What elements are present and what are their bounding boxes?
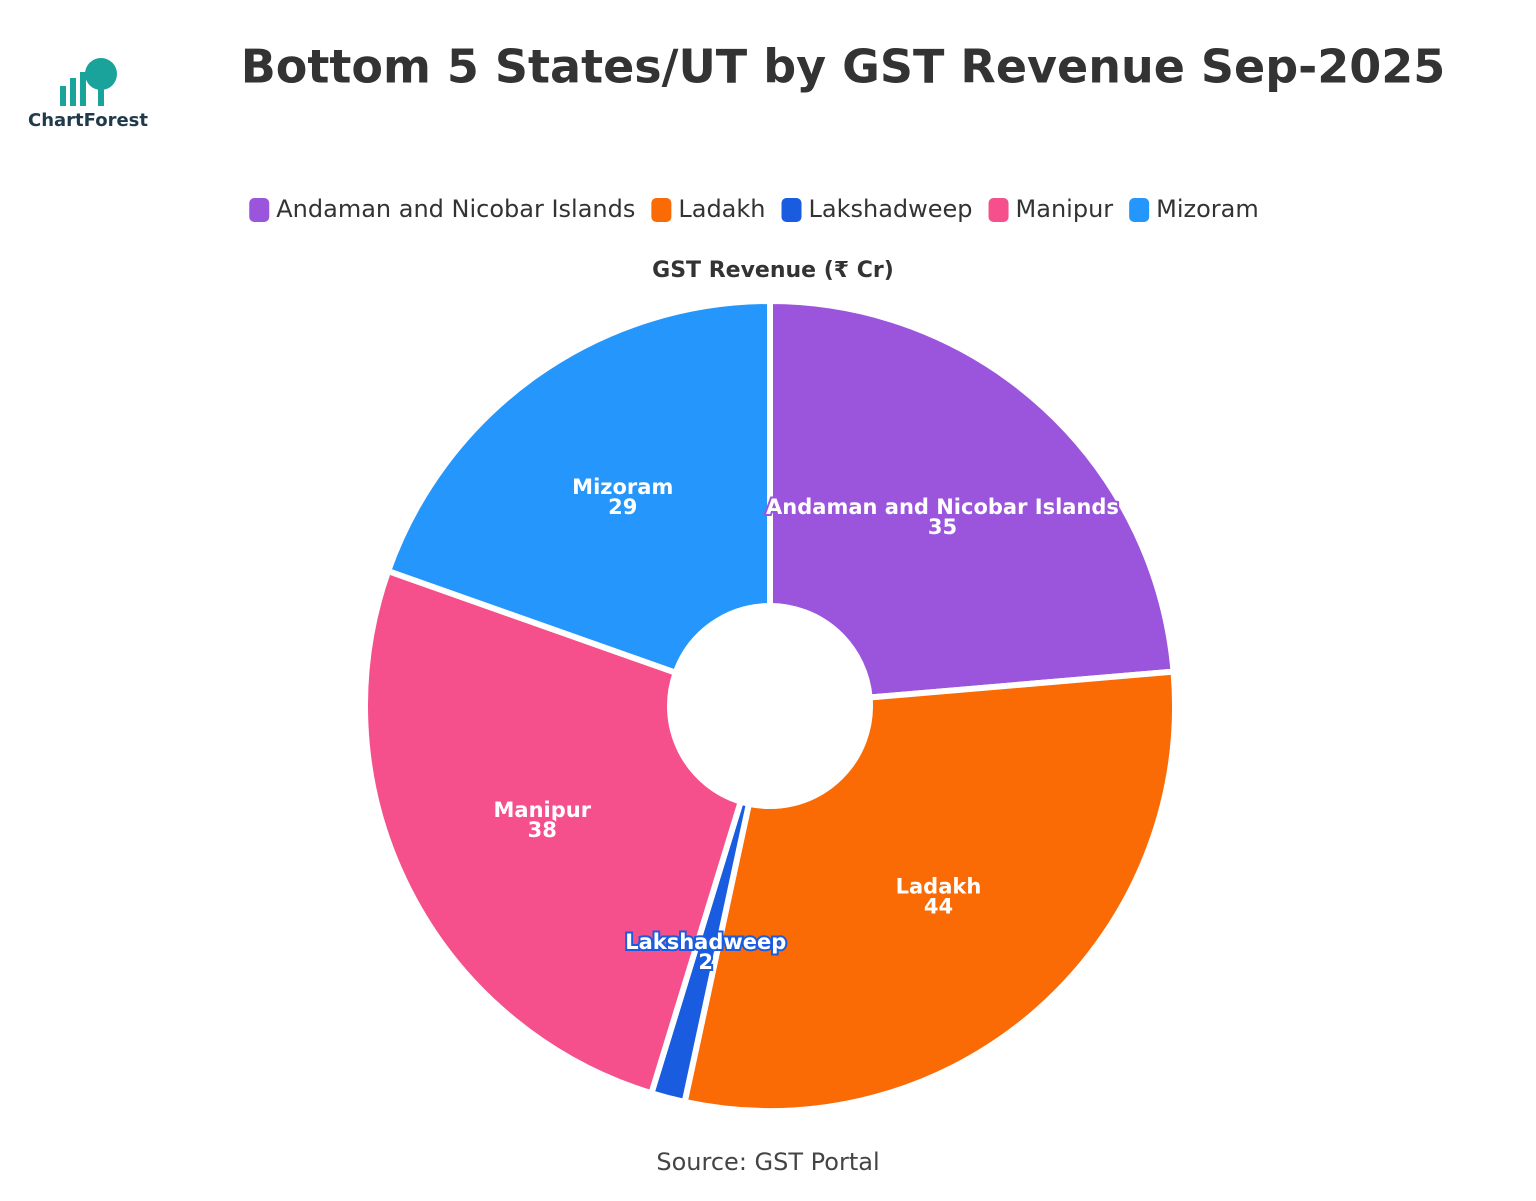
- legend-label: Manipur: [1016, 195, 1114, 223]
- data-label-value: 35: [928, 515, 957, 539]
- logo-bar: [70, 78, 76, 106]
- logo-bar: [80, 72, 86, 106]
- slice: [362, 568, 744, 1097]
- data-label-value: 29: [608, 495, 637, 519]
- legend-label: Mizoram: [1156, 195, 1259, 223]
- legend-item: Lakshadweep: [781, 195, 973, 223]
- data-label-name: Andaman and Nicobar Islands: [766, 495, 1119, 519]
- data-label-name: Ladakh: [896, 874, 982, 898]
- logo-trunk: [98, 82, 104, 106]
- legend-swatch: [1129, 198, 1150, 222]
- legend-item: Andaman and Nicobar Islands: [249, 195, 635, 223]
- legend-label: Lakshadweep: [809, 195, 973, 223]
- legend-label: Ladakh: [678, 195, 765, 223]
- legend-swatch: [651, 198, 672, 222]
- logo-tree: [85, 58, 117, 90]
- legend-swatch: [988, 198, 1009, 222]
- data-label-value: 44: [924, 894, 953, 918]
- legend-item: Mizoram: [1129, 195, 1259, 223]
- data-label-name: Manipur: [494, 798, 592, 822]
- legend-item: Manipur: [988, 195, 1114, 223]
- slice: [767, 298, 1177, 701]
- slice: [385, 298, 773, 676]
- legend-swatch: [249, 198, 270, 222]
- legend-item: Ladakh: [651, 195, 766, 223]
- data-label-value: 2: [698, 950, 713, 974]
- slice: [681, 668, 1178, 1114]
- data-label-value: 38: [528, 818, 557, 842]
- logo-text: ChartForest: [28, 110, 148, 131]
- legend-swatch: [781, 198, 802, 222]
- logo-bar: [60, 86, 66, 106]
- logo: ChartForest: [28, 58, 148, 131]
- chart-title: Bottom 5 States/UT by GST Revenue Sep-20…: [241, 40, 1446, 94]
- chart-subtitle: GST Revenue (₹ Cr): [652, 258, 894, 283]
- slices: [362, 298, 1178, 1114]
- data-label-name: Mizoram: [572, 475, 673, 499]
- legend: Andaman and Nicobar Islands Ladakh Lakshad…: [249, 195, 1259, 223]
- source: Source: GST Portal: [656, 1148, 879, 1176]
- data-label-name: Lakshadweep: [625, 930, 786, 954]
- legend-label: Andaman and Nicobar Islands: [276, 195, 635, 223]
